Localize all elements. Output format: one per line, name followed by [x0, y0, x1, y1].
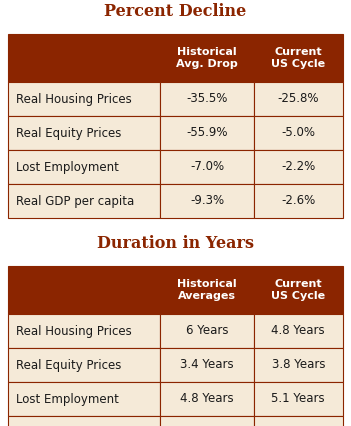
Bar [160, 348, 253, 382]
Bar [160, 266, 253, 314]
Bar [8, 150, 160, 184]
Bar [8, 314, 160, 348]
Text: Historical
Avg. Drop: Historical Avg. Drop [176, 46, 238, 69]
Bar [253, 116, 343, 150]
Bar [8, 382, 160, 416]
Bar [253, 382, 343, 416]
Bar [8, 116, 160, 150]
Text: -35.5%: -35.5% [186, 92, 228, 106]
Bar [160, 82, 253, 116]
Bar [160, 184, 253, 218]
Bar [253, 348, 343, 382]
Bar [160, 314, 253, 348]
Text: 3.8 Years: 3.8 Years [272, 359, 325, 371]
Text: Current
US Cycle: Current US Cycle [271, 279, 325, 302]
Bar [160, 34, 253, 82]
Text: Historical
Averages: Historical Averages [177, 279, 237, 302]
Bar [8, 184, 160, 218]
Bar [253, 150, 343, 184]
Text: Real GDP per capita: Real GDP per capita [16, 195, 134, 207]
Bar [253, 82, 343, 116]
Bar [160, 116, 253, 150]
Text: 4.8 Years: 4.8 Years [180, 392, 234, 406]
Bar [160, 382, 253, 416]
Text: Real Housing Prices: Real Housing Prices [16, 325, 132, 337]
Bar [253, 266, 343, 314]
Text: Percent Decline: Percent Decline [104, 3, 247, 20]
Bar [160, 416, 253, 426]
Text: Real Equity Prices: Real Equity Prices [16, 127, 121, 139]
Text: Real Equity Prices: Real Equity Prices [16, 359, 121, 371]
Text: -5.0%: -5.0% [281, 127, 315, 139]
Text: 4.8 Years: 4.8 Years [271, 325, 325, 337]
Text: -7.0%: -7.0% [190, 161, 224, 173]
Bar [253, 314, 343, 348]
Text: Duration in Years: Duration in Years [97, 236, 254, 253]
Bar [160, 150, 253, 184]
Bar [8, 34, 160, 82]
Text: -25.8%: -25.8% [278, 92, 319, 106]
Bar [253, 34, 343, 82]
Text: 6 Years: 6 Years [186, 325, 228, 337]
Bar [8, 348, 160, 382]
Text: 5.1 Years: 5.1 Years [271, 392, 325, 406]
Text: Lost Employment: Lost Employment [16, 161, 119, 173]
Text: Current
US Cycle: Current US Cycle [271, 46, 325, 69]
Text: -2.2%: -2.2% [281, 161, 316, 173]
Bar [253, 416, 343, 426]
Bar [8, 82, 160, 116]
Text: Real Housing Prices: Real Housing Prices [16, 92, 132, 106]
Text: 3.4 Years: 3.4 Years [180, 359, 234, 371]
Text: Lost Employment: Lost Employment [16, 392, 119, 406]
Bar [253, 184, 343, 218]
Bar [8, 416, 160, 426]
Bar [8, 266, 160, 314]
Text: -2.6%: -2.6% [281, 195, 316, 207]
Text: -9.3%: -9.3% [190, 195, 224, 207]
Text: -55.9%: -55.9% [186, 127, 228, 139]
